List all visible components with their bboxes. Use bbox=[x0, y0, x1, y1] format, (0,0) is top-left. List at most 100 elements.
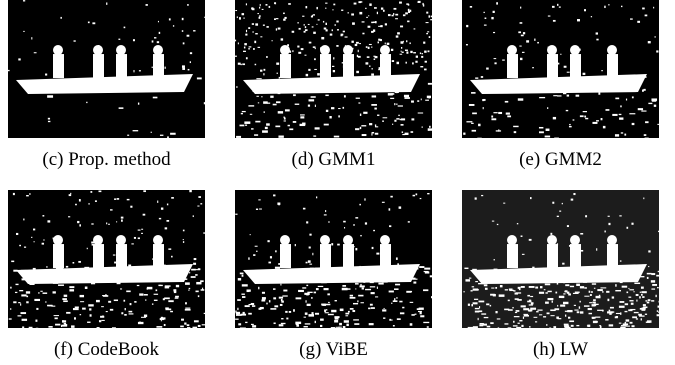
speckle bbox=[397, 32, 400, 34]
speckle bbox=[603, 126, 606, 128]
speckle bbox=[203, 232, 205, 233]
speckle bbox=[373, 230, 375, 231]
speckle bbox=[343, 31, 345, 33]
speckle bbox=[612, 296, 614, 298]
speckle bbox=[401, 124, 404, 126]
speckle bbox=[281, 38, 283, 40]
speckle bbox=[369, 123, 372, 125]
speckle bbox=[415, 314, 417, 315]
speckle bbox=[307, 304, 311, 306]
speckle bbox=[242, 275, 244, 277]
speckle bbox=[34, 52, 37, 53]
speckle bbox=[242, 13, 245, 15]
speckle bbox=[405, 50, 408, 51]
speckle bbox=[266, 303, 267, 305]
speckle bbox=[473, 326, 478, 328]
speckle bbox=[264, 111, 265, 112]
speckle bbox=[591, 16, 592, 17]
speckle bbox=[632, 316, 637, 318]
speckle bbox=[154, 37, 156, 38]
speckle bbox=[31, 37, 32, 39]
speckle bbox=[315, 127, 320, 129]
speckle bbox=[87, 322, 90, 323]
speckle bbox=[147, 287, 152, 289]
speckle bbox=[626, 326, 630, 327]
speckle bbox=[648, 250, 650, 252]
speckle bbox=[343, 221, 346, 223]
speckle bbox=[61, 325, 62, 327]
speckle bbox=[474, 289, 479, 290]
speckle bbox=[553, 326, 556, 328]
speckle bbox=[265, 4, 267, 6]
speckle bbox=[399, 301, 402, 303]
speckle bbox=[320, 325, 322, 327]
speckle bbox=[335, 300, 337, 301]
speckle bbox=[328, 314, 334, 315]
speckle bbox=[620, 260, 622, 261]
speckle bbox=[324, 288, 329, 290]
speckle bbox=[634, 312, 639, 313]
speckle bbox=[255, 23, 258, 25]
speckle bbox=[11, 261, 14, 262]
speckle bbox=[305, 323, 311, 324]
speckle bbox=[389, 225, 391, 227]
speckle bbox=[304, 24, 305, 26]
speckle bbox=[600, 287, 606, 288]
speckle bbox=[422, 53, 423, 54]
speckle bbox=[345, 313, 349, 315]
speckle bbox=[204, 17, 206, 18]
speckle bbox=[483, 324, 487, 326]
speckle bbox=[408, 4, 410, 6]
speckle bbox=[343, 326, 346, 328]
speckle bbox=[498, 327, 499, 329]
speckle bbox=[185, 282, 190, 284]
speckle bbox=[400, 41, 403, 43]
speckle bbox=[171, 256, 173, 258]
speckle bbox=[485, 18, 487, 19]
speckle bbox=[243, 51, 246, 52]
speckle bbox=[33, 229, 35, 231]
speckle bbox=[321, 37, 324, 39]
speckle bbox=[389, 319, 391, 321]
speckle bbox=[298, 22, 299, 24]
speckle bbox=[594, 305, 596, 306]
speckle bbox=[260, 36, 262, 37]
speckle bbox=[411, 314, 414, 316]
speckle bbox=[560, 54, 561, 55]
speckle bbox=[331, 243, 333, 245]
speckle bbox=[246, 3, 247, 5]
speckle bbox=[625, 311, 628, 312]
speckle bbox=[302, 16, 304, 17]
speckle bbox=[156, 289, 158, 291]
speckle bbox=[242, 111, 246, 112]
speckle bbox=[373, 22, 375, 23]
speckle bbox=[187, 324, 190, 326]
speckle bbox=[401, 47, 402, 49]
speckle bbox=[250, 234, 251, 235]
speckle bbox=[235, 56, 237, 57]
speckle bbox=[138, 103, 139, 105]
speckle bbox=[187, 327, 190, 329]
speckle bbox=[404, 97, 410, 99]
speckle bbox=[73, 308, 79, 310]
panel bbox=[462, 0, 661, 139]
speckle bbox=[389, 291, 394, 293]
speckle bbox=[553, 20, 556, 22]
speckle bbox=[45, 74, 47, 76]
speckle bbox=[252, 325, 256, 327]
speckle bbox=[241, 113, 243, 114]
speckle bbox=[494, 58, 497, 59]
speckle bbox=[563, 293, 565, 294]
speckle bbox=[375, 133, 378, 135]
speckle bbox=[580, 233, 583, 235]
speckle bbox=[545, 284, 550, 286]
speckle bbox=[318, 19, 320, 20]
speckle bbox=[552, 6, 555, 8]
speckle bbox=[371, 68, 372, 69]
speckle bbox=[110, 309, 113, 311]
speckle bbox=[479, 306, 480, 308]
speckle bbox=[276, 18, 279, 19]
speckle bbox=[638, 108, 643, 110]
speckle bbox=[487, 326, 491, 328]
speckle bbox=[468, 327, 474, 329]
